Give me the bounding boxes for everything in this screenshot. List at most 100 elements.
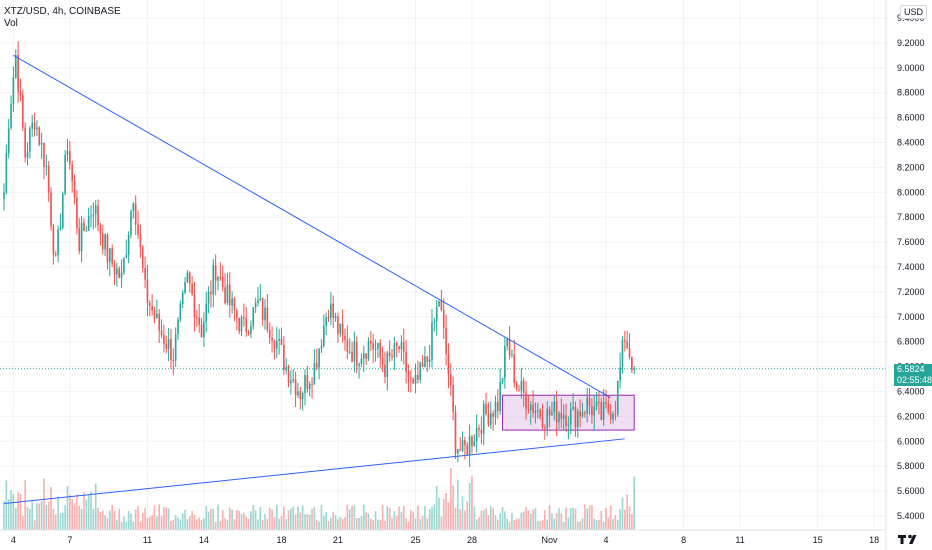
volume-bar xyxy=(346,504,349,530)
volume-bar xyxy=(360,516,363,530)
volume-bar xyxy=(569,508,572,530)
time-tick-label: Nov xyxy=(542,535,559,545)
volume-bar xyxy=(205,506,208,530)
candle-body xyxy=(518,389,520,391)
candle-body xyxy=(579,411,581,417)
volume-bar xyxy=(586,508,589,530)
volume-bar xyxy=(320,504,323,530)
volume-bar xyxy=(487,515,490,530)
volume-bar xyxy=(459,508,462,530)
candle-body xyxy=(506,338,509,347)
volume-bar xyxy=(193,514,196,530)
candle-body xyxy=(334,316,337,319)
volume-bar xyxy=(57,496,59,530)
candle-body xyxy=(468,436,471,455)
volume-bar xyxy=(85,499,88,530)
time-tick-label: 4 xyxy=(603,535,608,545)
volume-bar xyxy=(304,514,306,530)
candle-body xyxy=(424,356,426,368)
candle-body xyxy=(101,233,104,250)
candle-body xyxy=(457,449,459,454)
candle-body xyxy=(156,313,158,319)
volume-bar xyxy=(395,515,398,530)
candle-body xyxy=(238,317,240,332)
candle-body xyxy=(76,197,78,229)
candle-body xyxy=(148,302,151,307)
candle-body xyxy=(628,347,631,358)
candle-body xyxy=(497,401,499,412)
candle-body xyxy=(80,222,83,252)
candle-body xyxy=(207,291,210,304)
volume-bar xyxy=(546,519,549,530)
volume-bar xyxy=(315,519,318,530)
volume-bar xyxy=(482,510,485,530)
candle-body xyxy=(247,331,250,334)
volume-bar xyxy=(280,515,283,530)
price-tick-label: 8.4000 xyxy=(897,138,925,148)
candle-body xyxy=(212,264,215,295)
volume-bar xyxy=(301,505,304,530)
volume-bar xyxy=(572,507,574,530)
candle-body xyxy=(440,301,443,310)
volume-bar xyxy=(534,508,537,530)
volume-bar xyxy=(250,511,252,530)
volume-bar xyxy=(238,510,240,530)
volume-bar xyxy=(475,519,478,530)
time-tick-label: 14 xyxy=(199,535,209,545)
candle-body xyxy=(87,215,90,231)
candle-body xyxy=(177,319,179,335)
candle-body xyxy=(471,436,473,447)
volume-bar xyxy=(633,476,636,530)
candle-body xyxy=(33,122,36,130)
candle-body xyxy=(231,298,233,306)
candle-body xyxy=(137,224,139,235)
trendline xyxy=(13,54,611,399)
volume-bar xyxy=(113,510,116,530)
volume-bar xyxy=(80,508,83,530)
volume-bar xyxy=(621,497,624,530)
candle-body xyxy=(607,403,610,413)
volume-bar xyxy=(461,496,464,530)
candle-body xyxy=(198,317,201,325)
volume-bar xyxy=(313,507,316,530)
candle-body xyxy=(591,406,593,416)
candle-body xyxy=(449,374,452,386)
candle-body xyxy=(485,403,487,414)
price-tick-label: 8.0000 xyxy=(897,187,925,197)
currency-badge[interactable]: USD xyxy=(900,5,928,19)
candle-body xyxy=(511,354,513,356)
volume-bar xyxy=(252,504,255,530)
volume-bar xyxy=(61,512,64,530)
candle-body xyxy=(584,412,586,414)
candle-body xyxy=(588,397,591,407)
candle-body xyxy=(29,128,31,152)
volume-bar xyxy=(579,521,581,530)
candle-body xyxy=(120,272,123,278)
volume-bar xyxy=(497,519,499,530)
volume-bar xyxy=(125,521,128,530)
price-tick-label: 7.4000 xyxy=(897,262,925,272)
volume-bar xyxy=(555,513,558,530)
volume-bar xyxy=(36,503,38,530)
candle-body xyxy=(292,379,295,381)
volume-bar xyxy=(508,521,511,530)
candle-body xyxy=(393,343,396,358)
candle-body xyxy=(574,406,577,428)
candle-body xyxy=(71,164,74,181)
volume-bar xyxy=(494,515,497,530)
volume-bar xyxy=(224,518,226,530)
tradingview-logo-icon[interactable] xyxy=(896,532,926,546)
candle-body xyxy=(47,165,50,193)
candle-body xyxy=(26,151,29,158)
candle-body xyxy=(445,327,447,355)
candle-body xyxy=(116,268,118,275)
candle-body xyxy=(405,351,407,373)
volume-bar xyxy=(628,506,631,530)
candle-body xyxy=(539,409,541,417)
volume-bar xyxy=(595,520,598,530)
candle-body xyxy=(92,214,95,216)
volume-bar xyxy=(619,509,621,530)
volume-bar xyxy=(73,503,76,530)
price-tick-label: 9.2000 xyxy=(897,38,925,48)
